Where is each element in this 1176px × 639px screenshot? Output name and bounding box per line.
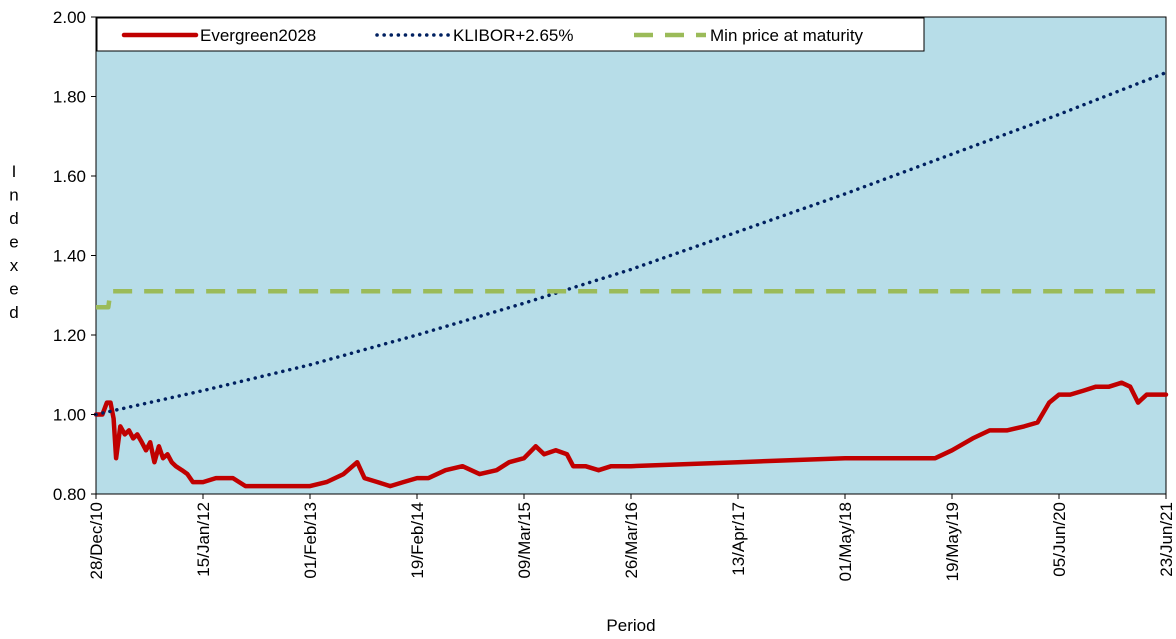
x-tick-label: 28/Dec/10 — [87, 502, 106, 580]
plot-area — [95, 16, 1167, 495]
y-tick-label: 2.00 — [53, 8, 86, 27]
x-tick-label: 23/Jun/21 — [1157, 502, 1176, 577]
y-tick-label: 1.80 — [53, 88, 86, 107]
legend-label-2: KLIBOR+2.65% — [453, 26, 574, 45]
x-tick-label: 15/Jan/12 — [194, 502, 213, 577]
x-tick-label: 09/Mar/15 — [515, 502, 534, 579]
x-tick-label: 19/May/19 — [943, 502, 962, 581]
x-axis-title: Period — [606, 616, 655, 635]
x-tick-label: 01/Feb/13 — [301, 502, 320, 579]
x-axis: 28/Dec/10 15/Jan/12 01/Feb/13 19/Feb/14 09/M… — [87, 494, 1176, 581]
x-tick-label: 01/May/18 — [836, 502, 855, 581]
series-line-3 — [96, 289, 1166, 310]
legend-box — [96, 17, 925, 52]
legend-label-3: Min price at maturity — [710, 26, 864, 45]
y-tick-label: 1.40 — [53, 247, 86, 266]
y-tick-label: 0.80 — [53, 485, 86, 504]
series-layer — [93, 70, 1169, 489]
legend-label-1: Evergreen2028 — [200, 26, 316, 45]
x-tick-label: 26/Mar/16 — [622, 502, 641, 579]
x-tick-label: 13/Apr/17 — [729, 502, 748, 576]
series-line-1 — [93, 380, 1169, 489]
y-axis: 0.80 1.00 1.20 1.40 1.60 1.80 2.00 — [53, 8, 96, 504]
y-tick-label: 1.00 — [53, 406, 86, 425]
y-tick-label: 1.20 — [53, 326, 86, 345]
y-tick-label: 1.60 — [53, 167, 86, 186]
legend: Evergreen2028 KLIBOR+2.65% Min price at ma… — [96, 17, 925, 52]
x-tick-label: 05/Jun/20 — [1050, 502, 1069, 577]
x-tick-label: 19/Feb/14 — [408, 502, 427, 579]
series-line-2 — [94, 70, 1168, 417]
